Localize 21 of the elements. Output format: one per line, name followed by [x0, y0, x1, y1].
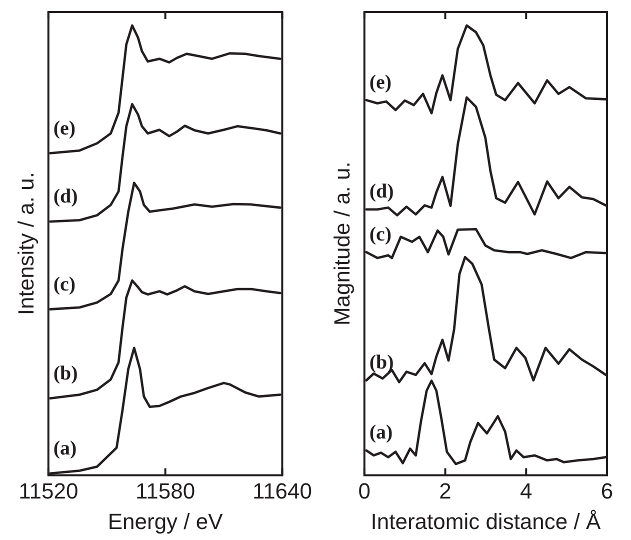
x-axis-title: Energy / eV: [108, 508, 224, 534]
x-tick-label: 11640: [252, 478, 312, 504]
series-label: (c): [369, 223, 392, 246]
series-label: (a): [369, 422, 393, 444]
series-label: (b): [369, 351, 394, 374]
series-label: (e): [369, 71, 392, 94]
y-axis-title: Intensity / a. u.: [13, 172, 38, 316]
series-label: (d): [369, 180, 394, 203]
x-tick-label: 11520: [18, 478, 78, 504]
series-label: (b): [53, 362, 78, 384]
x-tick-label: 2: [439, 478, 452, 504]
y-axis-title: Magnitude / a. u.: [329, 162, 354, 326]
x-tick-label: 11580: [136, 478, 196, 504]
x-axis-title: Interatomic distance / Å: [370, 508, 601, 534]
x-tick-label: 0: [358, 478, 371, 504]
x-tick-label: 4: [520, 478, 532, 504]
x-tick-label: 6: [600, 478, 614, 504]
series-label: (a): [53, 438, 77, 460]
series-label: (d): [53, 186, 78, 208]
series-label: (e): [53, 117, 76, 140]
series-label: (c): [53, 273, 76, 296]
